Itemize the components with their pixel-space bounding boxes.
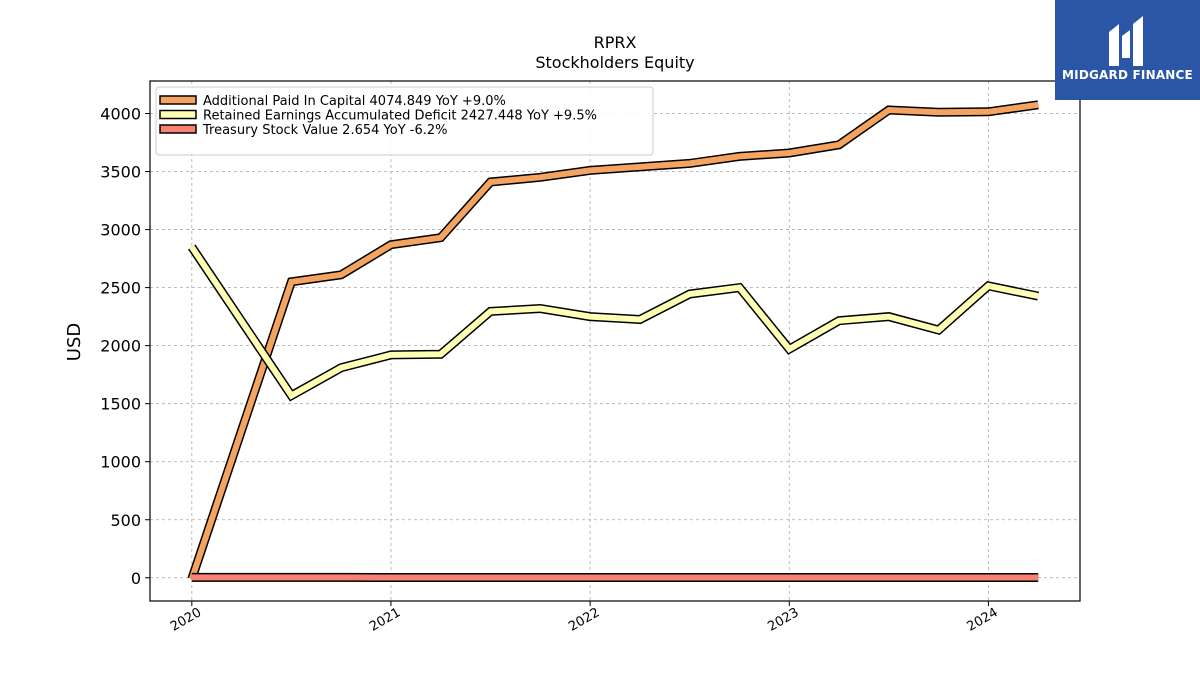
y-tick-label: 2500 — [100, 279, 141, 298]
legend: Additional Paid In Capital 4074.849 YoY … — [155, 86, 654, 156]
y-tick-label: 2000 — [100, 337, 141, 356]
y-tick-label: 1500 — [100, 395, 141, 414]
y-axis-label: USD — [64, 323, 85, 361]
y-tick-label: 1000 — [100, 453, 141, 472]
x-tick-label: 2020 — [168, 605, 204, 635]
x-tick-label: 2021 — [367, 605, 403, 635]
y-axis-ticks: 0 500 1000 1500 2000 2500 3000 3500 4000 — [100, 105, 150, 588]
series-1-outline — [187, 100, 1039, 581]
legend-swatch — [159, 109, 197, 120]
chart-subtitle: Stockholders Equity — [535, 53, 694, 72]
midgard-finance-logo: MIDGARD FINANCE — [1055, 0, 1200, 100]
y-tick-label: 500 — [110, 511, 141, 530]
y-tick-label: 3500 — [100, 163, 141, 182]
legend-entry: Treasury Stock Value 2.654 YoY -6.2% — [202, 123, 448, 138]
legend-swatch — [159, 124, 197, 134]
legend-frame — [155, 86, 654, 156]
legend-entry: Additional Paid In Capital 4074.849 YoY … — [203, 94, 506, 109]
legend-entry: Retained Earnings Accumulated Deficit 24… — [203, 109, 597, 124]
logo-text: MIDGARD FINANCE — [1062, 68, 1193, 82]
gridlines — [150, 81, 1080, 601]
y-tick-label: 3000 — [100, 221, 141, 240]
x-tick-label: 2022 — [566, 605, 602, 635]
y-tick-label: 0 — [131, 569, 141, 588]
series-2-line — [189, 245, 1039, 400]
series-1-line — [188, 101, 1039, 580]
x-tick-label: 2024 — [965, 605, 1001, 635]
series-lines — [187, 100, 1040, 582]
plot-frame — [149, 80, 1081, 602]
y-tick-label: 4000 — [100, 105, 141, 124]
x-axis-ticks: 2020 2021 2022 2023 2024 — [168, 601, 1001, 635]
logo-mark-icon — [1109, 16, 1143, 66]
x-tick-label: 2023 — [765, 605, 801, 635]
chart-title: RPRX — [594, 33, 637, 52]
legend-swatch — [159, 95, 197, 105]
